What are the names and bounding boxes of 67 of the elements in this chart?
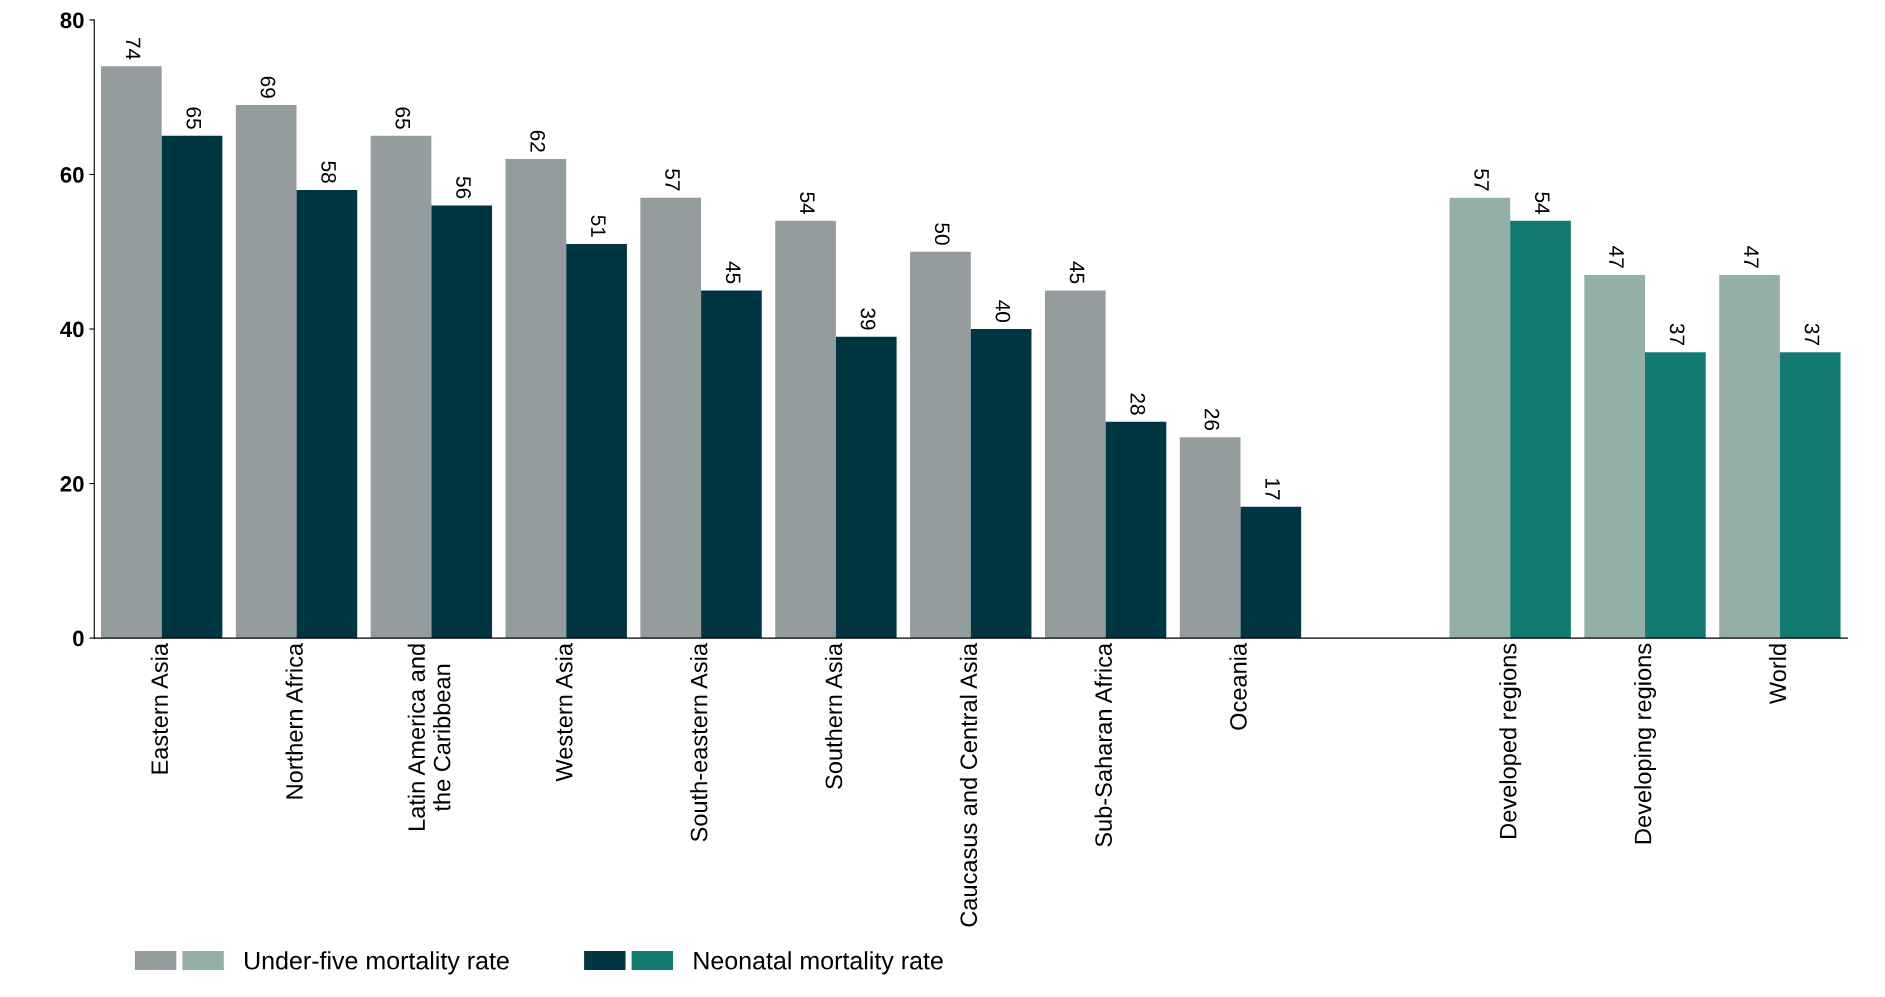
y-tick-label: 40 (60, 321, 84, 338)
bar (910, 251, 971, 639)
bar (566, 244, 627, 639)
data-label: 54 (799, 192, 815, 215)
bar (835, 336, 897, 639)
x-tick-label: Southern Asia (824, 642, 843, 789)
data-label: 26 (1204, 408, 1220, 431)
data-label: 57 (1474, 169, 1489, 191)
data-label: 45 (725, 261, 741, 284)
data-label: 58 (321, 161, 337, 183)
x-tick-label: World (1768, 644, 1787, 705)
data-label: 37 (1669, 323, 1685, 345)
data-label: 50 (934, 223, 950, 245)
x-tick-label: Northern Africa (285, 642, 303, 799)
bar (1449, 197, 1511, 639)
data-label: 57 (665, 169, 680, 191)
bar (640, 197, 702, 639)
data-label: 65 (395, 107, 411, 129)
x-tick-label: South-eastern Asia (690, 642, 708, 842)
x-tick-label: Eastern Asia (150, 642, 169, 774)
bar (100, 66, 162, 639)
x-tick-label: Developing regions (1634, 643, 1657, 844)
data-label: 17 (1265, 478, 1280, 500)
y-tick-label: 20 (60, 476, 84, 492)
bar (1779, 352, 1841, 639)
y-tick-label: 60 (60, 167, 84, 183)
data-label: 62 (530, 130, 546, 152)
bar (1179, 437, 1241, 639)
y-tick-label: 80 (60, 12, 84, 29)
y-tick-label: 0 (73, 630, 84, 647)
bar (370, 135, 432, 639)
bar (1105, 421, 1167, 639)
data-label: 54 (1534, 192, 1550, 215)
bar (1719, 274, 1780, 639)
data-label: 40 (995, 300, 1011, 323)
bar (505, 159, 567, 639)
bar (970, 329, 1032, 639)
bar (1510, 220, 1571, 639)
bar (296, 189, 358, 639)
data-label: 47 (1744, 246, 1759, 268)
bar (701, 290, 762, 639)
data-label: 37 (1804, 323, 1820, 345)
x-tick-label: Developed regions (1499, 643, 1522, 838)
data-label: 39 (860, 308, 876, 330)
bar (1240, 506, 1302, 639)
legend-label: Neonatal mortality rate (694, 951, 943, 975)
data-label: 51 (590, 215, 606, 237)
x-tick-label: Sub-Saharan Africa (1094, 642, 1112, 847)
data-label: 45 (1069, 261, 1085, 284)
bar (1645, 352, 1706, 639)
legend-label: Under-five mortality rate (245, 951, 509, 975)
bar (235, 104, 297, 639)
x-tick-label: Oceania (1229, 642, 1247, 730)
data-label: 69 (260, 76, 276, 98)
bar (1044, 290, 1106, 639)
bar (775, 220, 836, 639)
x-tick-label: Western Asia (555, 642, 573, 782)
bar (161, 135, 223, 639)
x-tick-label: Caucasus and Central Asia (959, 642, 978, 927)
bar (431, 205, 493, 639)
data-label: 47 (1609, 246, 1624, 268)
data-label: 56 (456, 176, 471, 199)
x-tick-label: Latin America and the Caribbean (407, 644, 451, 830)
data-label: 74 (125, 38, 141, 60)
bar (1584, 274, 1646, 639)
data-label: 65 (186, 107, 202, 129)
data-label: 28 (1130, 393, 1146, 415)
